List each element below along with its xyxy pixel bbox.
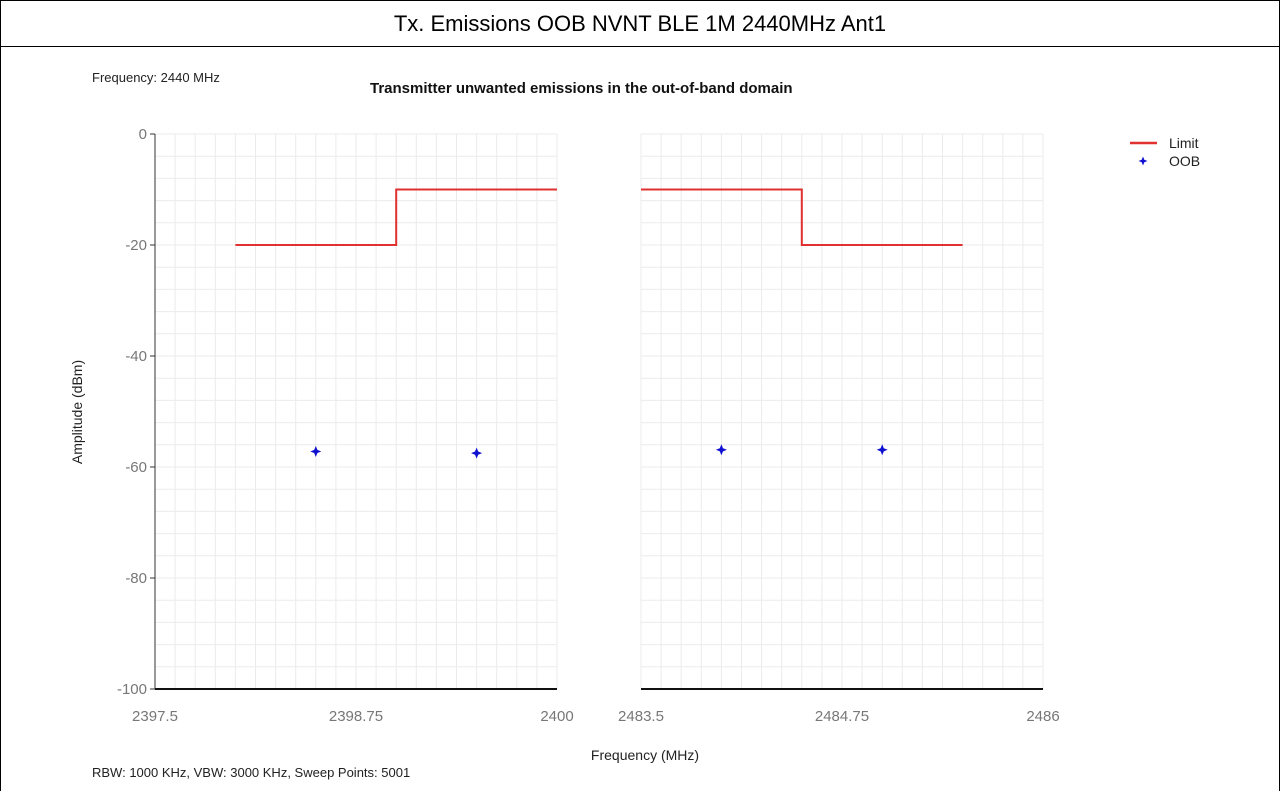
y-tick-label: -20 (125, 237, 147, 254)
limit-line (641, 188, 963, 246)
x-tick-label: 2397.5 (132, 708, 178, 725)
x-axis-title: Frequency (MHz) (591, 747, 699, 763)
page-title-text: Tx. Emissions OOB NVNT BLE 1M 2440MHz An… (393, 10, 887, 36)
x-tick-label: 2483.5 (618, 708, 664, 725)
grid (154, 133, 1044, 690)
series (235, 188, 963, 459)
legend-oob-swatch (1138, 156, 1148, 166)
legend-label: Limit (1169, 135, 1199, 151)
y-axis-title: Amplitude (dBm) (69, 360, 85, 464)
oob-point (471, 447, 483, 459)
limit-line (235, 188, 557, 246)
y-tick-label: -100 (117, 681, 147, 698)
y-tick-label: -40 (125, 348, 147, 365)
oob-point (310, 445, 322, 457)
y-tick-label: 0 (139, 126, 147, 143)
frequency-label: Frequency: 2440 MHz (92, 70, 220, 85)
y-tick-label: -80 (125, 570, 147, 587)
measurement-settings: RBW: 1000 KHz, VBW: 3000 KHz, Sweep Poin… (92, 765, 411, 780)
chart-title: Transmitter unwanted emissions in the ou… (370, 80, 793, 97)
oob-point (876, 444, 888, 456)
legend-label: OOB (1169, 153, 1200, 169)
x-tick-label: 2486 (1026, 708, 1059, 725)
y-tick-label: -60 (125, 459, 147, 476)
x-tick-label: 2398.75 (329, 708, 383, 725)
oob-point (715, 444, 727, 456)
tick-labels: 0 -20 -40 -60 -80 -100 2397.5 2398.75 2400 2483.5… (69, 126, 1060, 763)
page-title: Tx. Emissions OOB NVNT BLE 1M 2440MHz An… (1, 1, 1279, 47)
axes (150, 133, 1043, 690)
x-tick-label: 2400 (540, 708, 573, 725)
x-tick-label: 2484.75 (815, 708, 869, 725)
legend: Limit OOB (1130, 135, 1200, 169)
